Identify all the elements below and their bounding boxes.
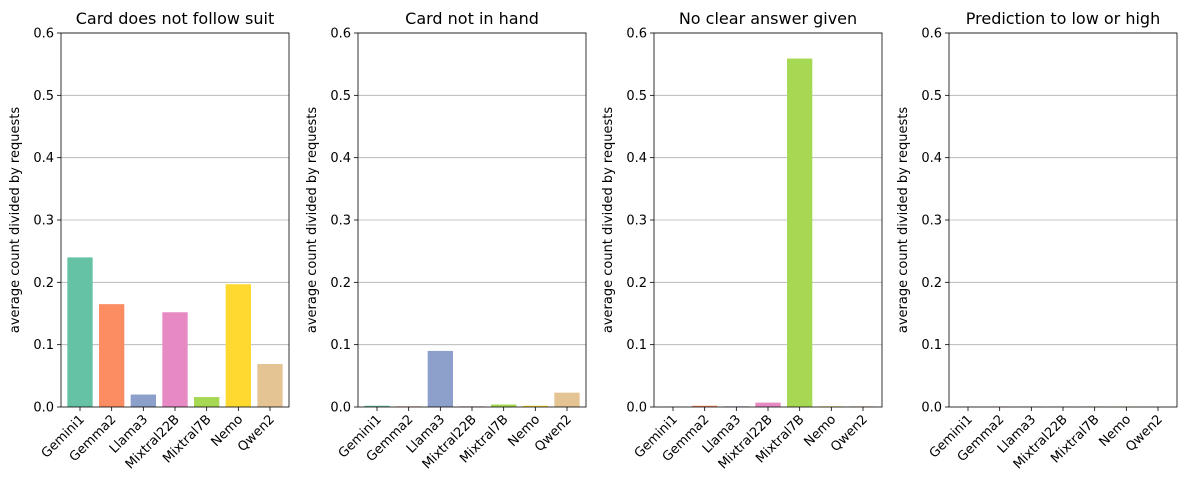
y-tick-label: 0.1: [626, 338, 647, 353]
y-tick-label: 0.0: [921, 401, 942, 416]
y-tick-label: 0.4: [921, 151, 942, 166]
chart-panel-4: 0.00.10.20.30.40.50.6Gemini1Gemma2Llama3…: [896, 9, 1178, 472]
y-tick-label: 0.5: [330, 89, 351, 104]
y-tick-label: 0.0: [626, 401, 647, 416]
y-tick-label: 0.2: [921, 276, 942, 291]
y-axis-label: average count divided by requests: [601, 107, 616, 333]
axes-frame: [357, 32, 587, 408]
bar-qwen2: [554, 392, 580, 407]
y-tick-label: 0.4: [330, 151, 351, 166]
bar-mixtral22b: [755, 402, 781, 407]
bar-mixtral7b: [787, 58, 813, 407]
y-tick-label: 0.1: [330, 338, 351, 353]
axes-frame: [948, 32, 1178, 408]
chart-title: Card does not follow suit: [76, 9, 274, 28]
y-tick-label: 0.0: [33, 401, 54, 416]
y-tick-label: 0.1: [33, 338, 54, 353]
chart-title: Prediction to low or high: [966, 9, 1160, 28]
y-axis-label: average count divided by requests: [896, 107, 911, 333]
chart-panel-3: 0.00.10.20.30.40.50.6Gemini1Gemma2Llama3…: [601, 9, 883, 472]
y-tick-label: 0.5: [33, 89, 54, 104]
y-tick-label: 0.1: [921, 338, 942, 353]
y-axis-label: average count divided by requests: [305, 107, 320, 333]
bar-llama3: [427, 350, 453, 407]
y-tick-label: 0.5: [626, 89, 647, 104]
bar-nemo: [522, 405, 548, 407]
y-axis-label: average count divided by requests: [8, 107, 23, 333]
y-tick-label: 0.6: [330, 27, 351, 42]
y-tick-label: 0.5: [921, 89, 942, 104]
y-tick-label: 0.4: [33, 151, 54, 166]
bar-gemma2: [99, 304, 125, 407]
bar-gemini1: [364, 405, 390, 407]
chart-panel-1: 0.00.10.20.30.40.50.6Gemini1Gemma2Llama3…: [8, 9, 290, 472]
y-tick-label: 0.2: [33, 276, 54, 291]
bar-mixtral7b: [194, 397, 220, 407]
chart-title: No clear answer given: [679, 9, 857, 28]
y-tick-label: 0.6: [626, 27, 647, 42]
bar-nemo: [225, 284, 251, 407]
y-tick-label: 0.0: [330, 401, 351, 416]
y-tick-label: 0.3: [330, 214, 351, 229]
y-tick-label: 0.6: [33, 27, 54, 42]
bar-gemma2: [692, 405, 718, 407]
axes-frame: [653, 32, 883, 408]
y-tick-label: 0.2: [626, 276, 647, 291]
bar-qwen2: [257, 363, 283, 407]
bar-mixtral7b: [491, 404, 517, 407]
y-tick-label: 0.6: [921, 27, 942, 42]
y-tick-label: 0.3: [33, 214, 54, 229]
bar-mixtral22b: [162, 312, 188, 407]
y-tick-label: 0.4: [626, 151, 647, 166]
bar-gemini1: [67, 257, 93, 407]
axes-frame: [60, 32, 290, 408]
y-tick-label: 0.3: [626, 214, 647, 229]
y-tick-label: 0.3: [921, 214, 942, 229]
chart-panel-2: 0.00.10.20.30.40.50.6Gemini1Gemma2Llama3…: [305, 9, 587, 472]
bar-llama3: [130, 394, 156, 407]
chart-title: Card not in hand: [405, 9, 539, 28]
y-tick-label: 0.2: [330, 276, 351, 291]
